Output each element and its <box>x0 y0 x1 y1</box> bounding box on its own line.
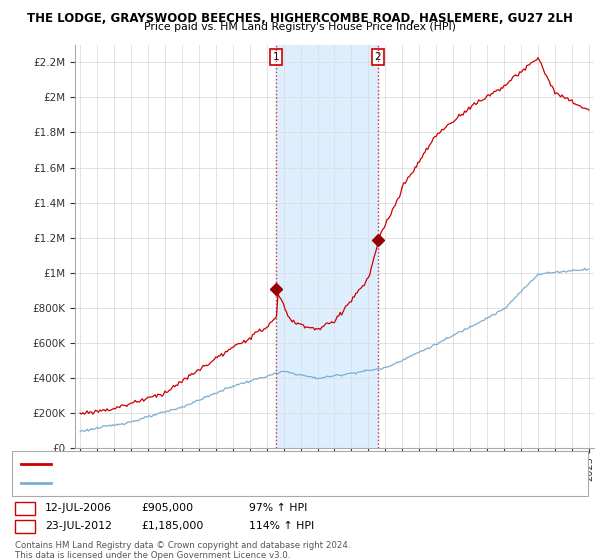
Text: 2: 2 <box>22 521 28 531</box>
Text: 97% ↑ HPI: 97% ↑ HPI <box>249 503 307 514</box>
Text: 2: 2 <box>374 52 381 62</box>
Text: 12-JUL-2006: 12-JUL-2006 <box>45 503 112 514</box>
Text: £1,185,000: £1,185,000 <box>141 521 203 531</box>
Text: £905,000: £905,000 <box>141 503 193 514</box>
Text: HPI: Average price, detached house, Waverley: HPI: Average price, detached house, Wave… <box>57 479 277 488</box>
Text: THE LODGE, GRAYSWOOD BEECHES, HIGHERCOMBE ROAD, HASLEMERE, GU27 2LH (det: THE LODGE, GRAYSWOOD BEECHES, HIGHERCOMB… <box>57 460 472 469</box>
Bar <box>276 45 378 448</box>
Text: Contains HM Land Registry data © Crown copyright and database right 2024.
This d: Contains HM Land Registry data © Crown c… <box>15 541 350 560</box>
Text: THE LODGE, GRAYSWOOD BEECHES, HIGHERCOMBE ROAD, HASLEMERE, GU27 2LH: THE LODGE, GRAYSWOOD BEECHES, HIGHERCOMB… <box>27 12 573 25</box>
Text: 1: 1 <box>22 503 28 514</box>
Text: 23-JUL-2012: 23-JUL-2012 <box>45 521 112 531</box>
Text: 1: 1 <box>272 52 279 62</box>
Text: 114% ↑ HPI: 114% ↑ HPI <box>249 521 314 531</box>
Text: Price paid vs. HM Land Registry's House Price Index (HPI): Price paid vs. HM Land Registry's House … <box>144 22 456 32</box>
